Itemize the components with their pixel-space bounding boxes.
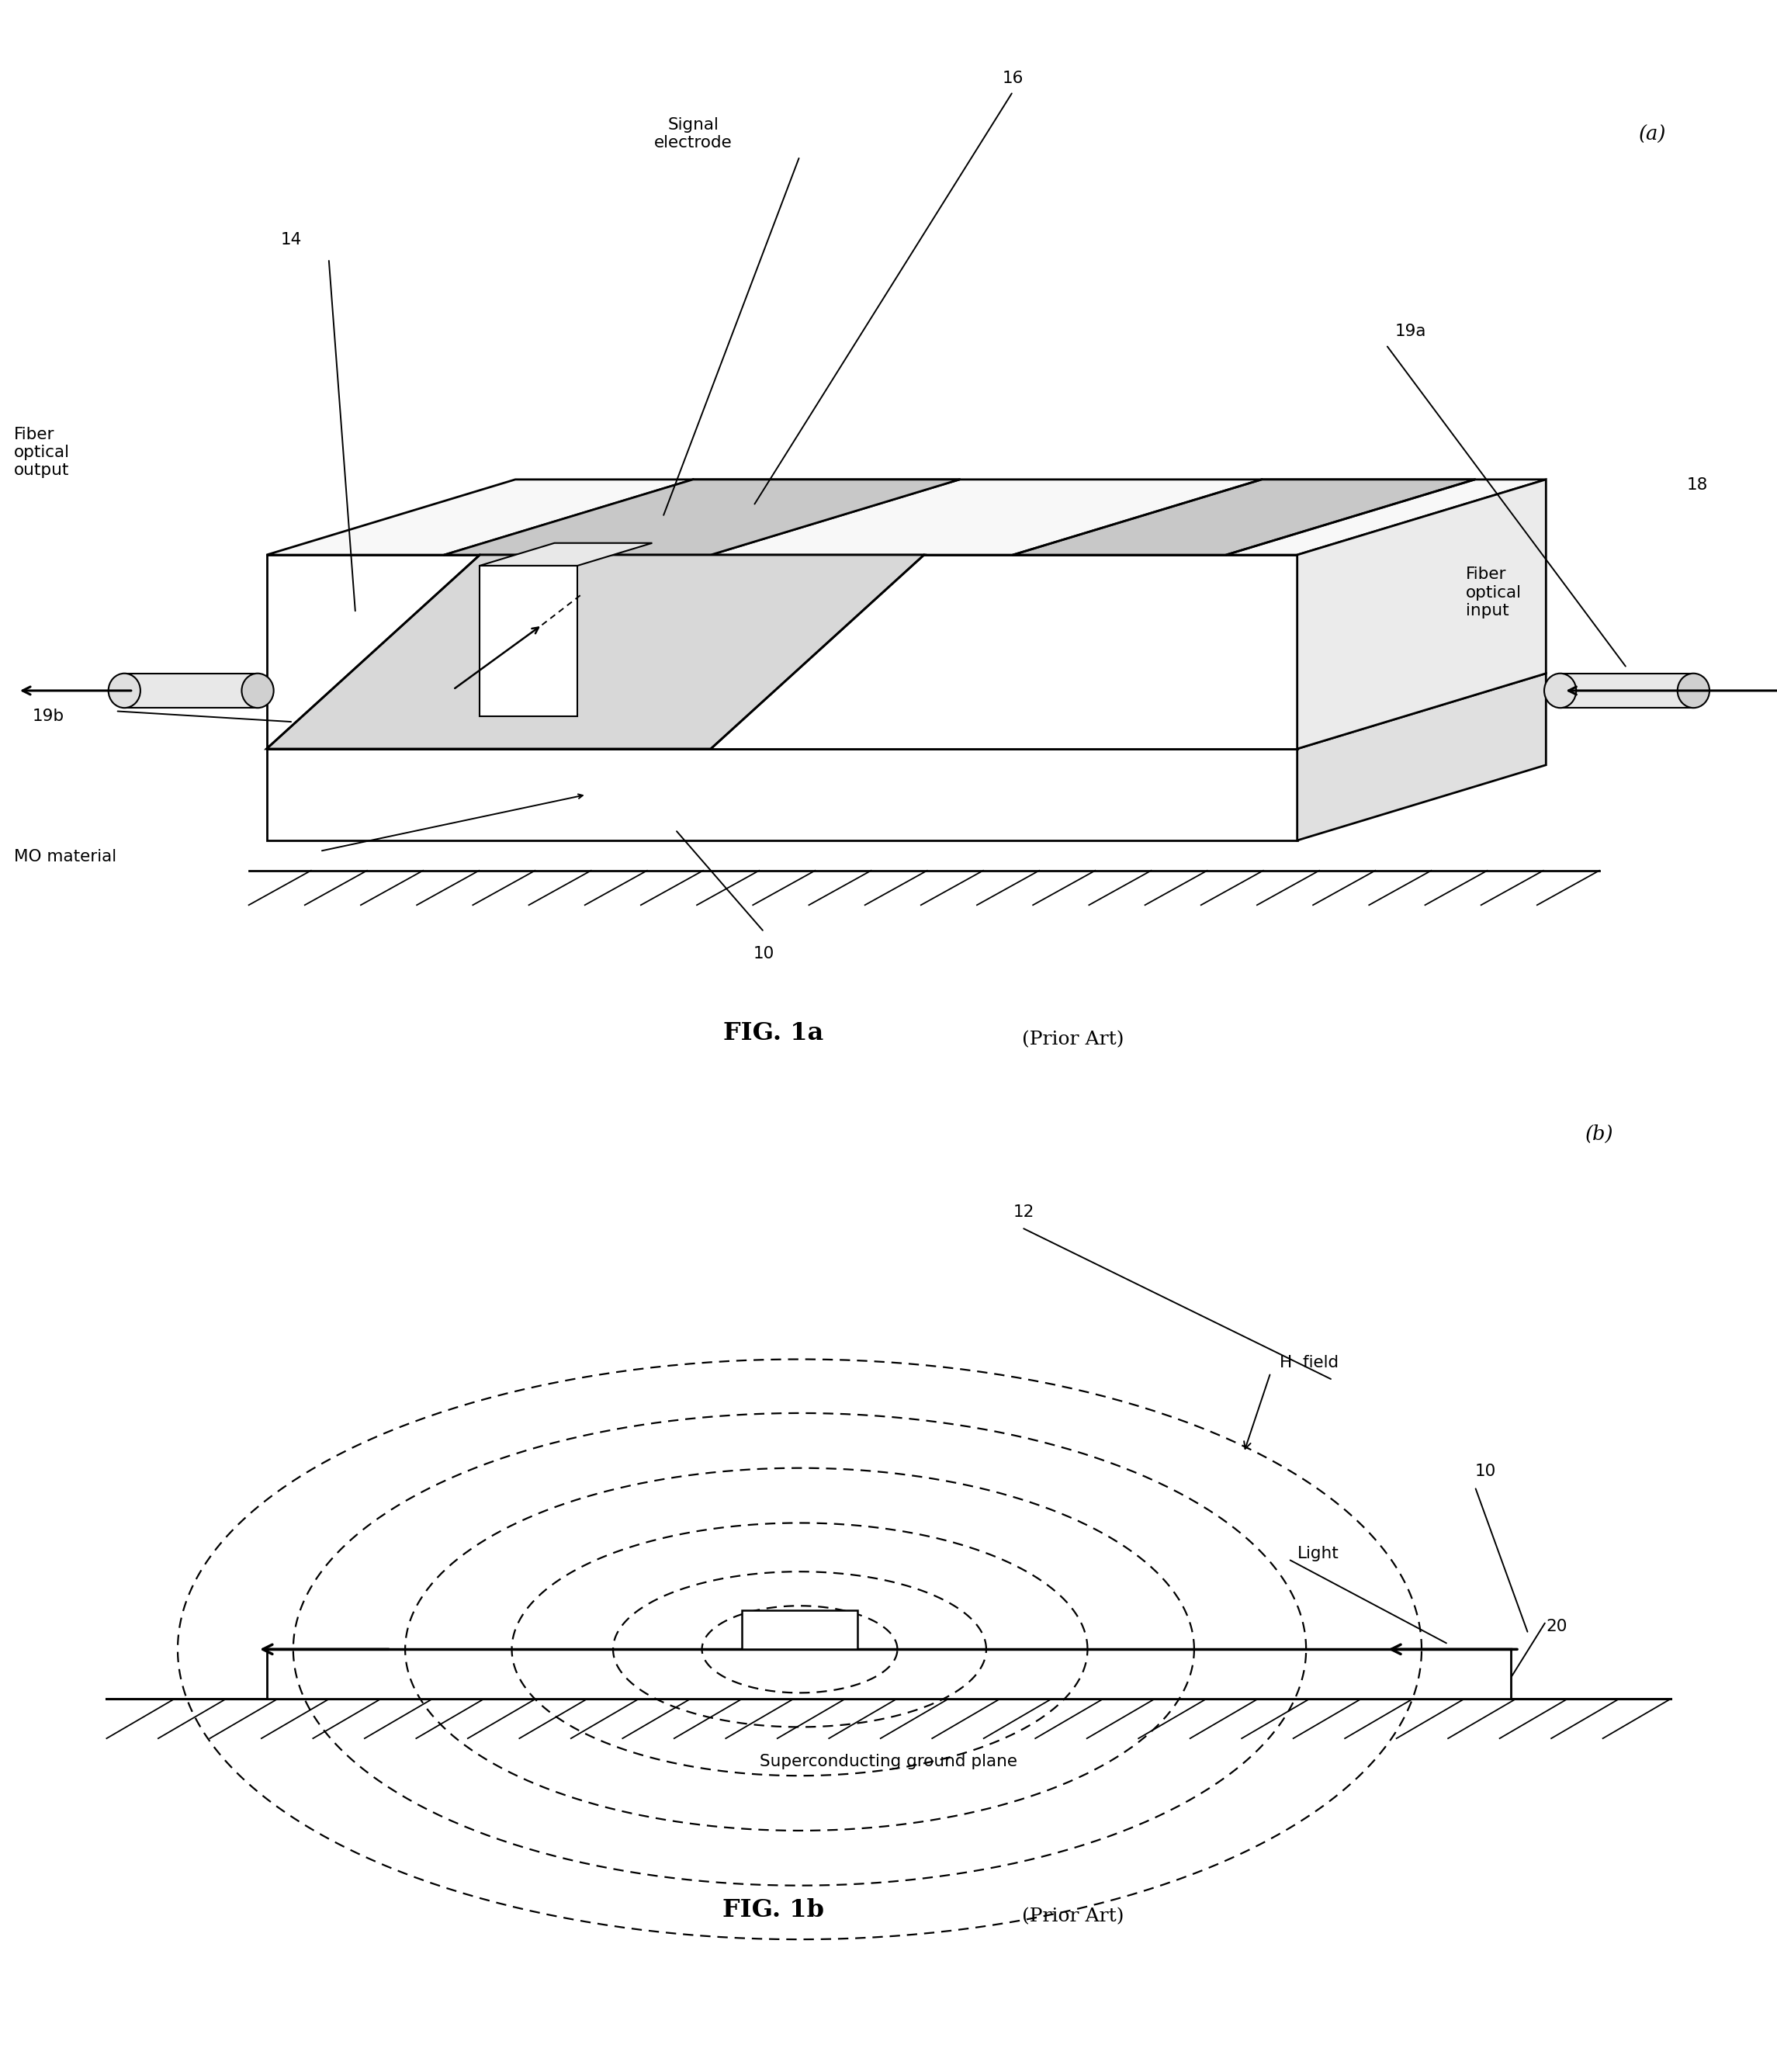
Bar bbox=[267, 1649, 1510, 1699]
Text: FIG. 1a: FIG. 1a bbox=[723, 1021, 823, 1044]
Ellipse shape bbox=[1544, 673, 1576, 709]
Text: (a): (a) bbox=[1638, 124, 1667, 143]
Text: Fiber
optical
output: Fiber optical output bbox=[14, 427, 69, 479]
Polygon shape bbox=[1013, 479, 1475, 555]
Text: 19a: 19a bbox=[1395, 323, 1427, 340]
Text: 18: 18 bbox=[1686, 477, 1708, 493]
Polygon shape bbox=[480, 543, 652, 566]
Polygon shape bbox=[444, 479, 960, 555]
Text: H  field: H field bbox=[1279, 1355, 1338, 1370]
Polygon shape bbox=[267, 748, 1297, 841]
Polygon shape bbox=[267, 555, 1297, 748]
Text: 12: 12 bbox=[1013, 1204, 1034, 1220]
Text: 10: 10 bbox=[1475, 1463, 1496, 1479]
Text: Fiber
optical
input: Fiber optical input bbox=[1466, 568, 1521, 617]
Text: 16: 16 bbox=[1002, 70, 1024, 87]
Bar bbox=[743, 1610, 857, 1649]
Text: (Prior Art): (Prior Art) bbox=[1022, 1030, 1123, 1048]
Text: MO material: MO material bbox=[14, 850, 117, 864]
Ellipse shape bbox=[242, 673, 274, 709]
Polygon shape bbox=[267, 479, 1546, 555]
Text: (Prior Art): (Prior Art) bbox=[1022, 1908, 1123, 1925]
Polygon shape bbox=[480, 566, 578, 717]
Text: Superconducting ground plane: Superconducting ground plane bbox=[761, 1753, 1016, 1769]
Polygon shape bbox=[1297, 673, 1546, 841]
Polygon shape bbox=[267, 673, 1546, 748]
Bar bbox=[1560, 673, 1693, 709]
Text: (b): (b) bbox=[1585, 1125, 1614, 1144]
Text: Light: Light bbox=[1297, 1546, 1338, 1562]
Polygon shape bbox=[267, 555, 924, 748]
Text: 19b: 19b bbox=[32, 709, 64, 725]
Text: 10: 10 bbox=[753, 945, 775, 961]
Polygon shape bbox=[1297, 479, 1546, 748]
Text: 14: 14 bbox=[281, 232, 302, 249]
Text: Signal
electrode: Signal electrode bbox=[654, 118, 732, 151]
Ellipse shape bbox=[108, 673, 140, 709]
Text: 20: 20 bbox=[1546, 1618, 1567, 1635]
Ellipse shape bbox=[1677, 673, 1709, 709]
Text: FIG. 1b: FIG. 1b bbox=[721, 1898, 825, 1923]
Bar bbox=[124, 673, 258, 709]
